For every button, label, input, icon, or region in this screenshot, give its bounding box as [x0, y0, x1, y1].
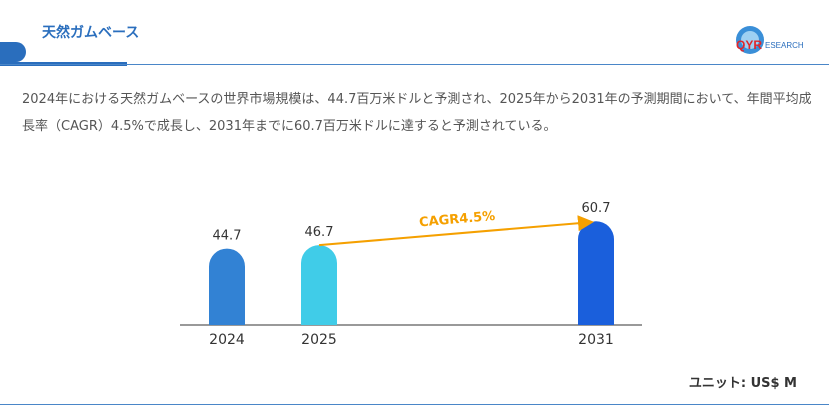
bar-2025: [301, 245, 337, 325]
cagr-label: CAGR4.5%: [419, 209, 496, 231]
header-tab-decoration: [0, 42, 26, 62]
value-label: 44.7: [213, 229, 242, 244]
cagr-arrow: [318, 215, 594, 247]
qyresearch-logo: QYR ESEARCH: [736, 26, 804, 54]
value-label: 60.7: [582, 201, 611, 216]
footer-divider: [0, 404, 829, 405]
svg-text:QYR: QYR: [736, 38, 762, 52]
bar-2024: [209, 248, 245, 325]
category-label: 2031: [578, 332, 614, 348]
value-label: 46.7: [305, 225, 334, 240]
svg-text:ESEARCH: ESEARCH: [765, 41, 804, 50]
bar-2031: [578, 221, 614, 325]
page-title: 天然ガムベース: [42, 25, 140, 41]
summary-text: 2024年における天然ガムベースの世界市場規模は、44.7百万米ドルと予測され、…: [22, 92, 812, 134]
unit-label: ユニット: US$ M: [688, 376, 797, 391]
header-divider: [0, 64, 829, 65]
category-label: 2025: [301, 332, 337, 348]
category-label: 2024: [209, 332, 245, 348]
